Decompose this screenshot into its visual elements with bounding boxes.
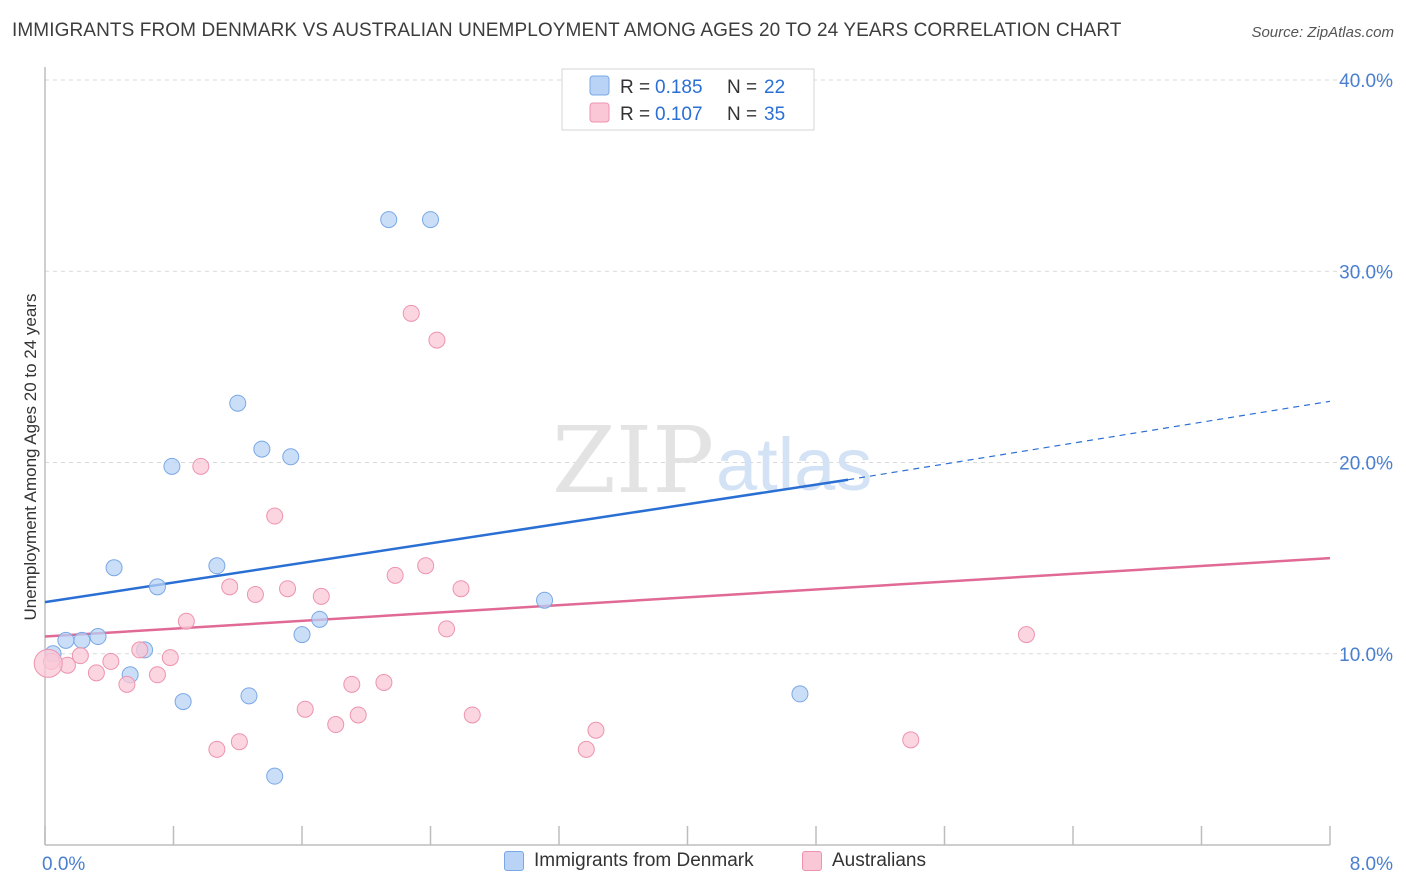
point-australians (1017, 626, 1035, 644)
legend-swatch-blue (589, 75, 610, 96)
point-australians (230, 733, 248, 751)
source-label: Source: ZipAtlas.com (1251, 24, 1394, 41)
legend-top: R = 0.185 N = 22 R = 0.107 N = 35 (561, 68, 815, 131)
point-denmark (791, 685, 809, 703)
point-australians (386, 566, 404, 584)
point-denmark (73, 631, 91, 649)
point-australians (33, 648, 63, 678)
tick-labels: 10.0% 20.0% 30.0% 40.0% 0.0% 8.0% (42, 71, 1393, 875)
point-australians (349, 706, 367, 724)
legend-item-denmark: Immigrants from Denmark (504, 850, 754, 872)
legend-item-australians: Australians (802, 850, 926, 872)
y-tick-label: 10.0% (1339, 645, 1393, 666)
point-australians (296, 700, 314, 718)
point-australians (902, 731, 920, 749)
legend-swatch-blue (504, 851, 524, 871)
point-denmark (163, 457, 181, 475)
legend-n-label: N = (727, 77, 757, 98)
point-denmark (422, 211, 439, 229)
point-australians (375, 673, 393, 691)
trend-lines (44, 400, 1331, 638)
point-denmark (282, 448, 300, 466)
axes (44, 67, 1331, 846)
watermark: ZIP atlas (552, 407, 872, 514)
point-denmark (253, 440, 271, 458)
point-denmark (266, 767, 284, 785)
point-denmark (380, 211, 398, 229)
watermark-atlas: atlas (716, 423, 872, 506)
point-denmark (293, 626, 311, 644)
data-points (33, 211, 1035, 785)
y-axis-label: Unemployment Among Ages 20 to 24 years (21, 294, 40, 621)
point-australians (177, 612, 195, 630)
point-australians (208, 740, 226, 758)
legend-n-value: 22 (764, 77, 785, 98)
point-australians (343, 675, 361, 693)
point-denmark (174, 693, 192, 711)
x-tick-label: 0.0% (42, 854, 85, 875)
point-australians (266, 507, 284, 525)
point-australians (87, 664, 105, 682)
point-denmark (229, 394, 247, 412)
legend-bottom: Immigrants from Denmark Australians (0, 850, 1406, 878)
point-australians (402, 304, 420, 322)
point-australians (417, 557, 435, 575)
point-australians (279, 580, 297, 598)
legend-r-value: 0.185 (655, 77, 703, 98)
point-australians (452, 580, 470, 598)
point-australians (148, 666, 166, 684)
point-australians (192, 457, 210, 475)
point-australians (312, 587, 330, 605)
point-australians (161, 649, 179, 667)
point-australians (438, 620, 456, 638)
point-australians (221, 578, 239, 596)
legend-swatch-pink (589, 102, 610, 123)
chart-title: IMMIGRANTS FROM DENMARK VS AUSTRALIAN UN… (12, 20, 1122, 41)
legend-r-label: R = (620, 104, 650, 125)
watermark-zip: ZIP (552, 407, 714, 514)
point-australians (463, 706, 481, 724)
point-denmark (536, 591, 554, 609)
point-australians (102, 652, 120, 670)
point-australians (118, 675, 136, 693)
point-australians (577, 740, 595, 758)
point-australians (71, 647, 89, 665)
y-tick-label: 20.0% (1339, 454, 1393, 475)
legend-n-value: 35 (764, 104, 785, 125)
y-tick-label: 30.0% (1339, 262, 1393, 283)
trend-line-denmark (44, 478, 849, 604)
y-tick-label: 40.0% (1339, 71, 1393, 92)
legend-n-label: N = (727, 104, 757, 125)
point-australians (327, 716, 345, 734)
legend-label-australians: Australians (832, 850, 926, 871)
legend-r-label: R = (620, 77, 650, 98)
point-denmark (89, 628, 107, 646)
point-denmark (105, 559, 123, 577)
legend-swatch-pink (802, 851, 822, 871)
point-denmark (208, 557, 226, 575)
point-australians (587, 721, 605, 739)
point-australians (131, 641, 149, 659)
point-denmark (311, 610, 329, 628)
point-denmark (240, 687, 258, 705)
point-denmark (148, 578, 166, 596)
point-denmark (57, 631, 75, 649)
gridlines (45, 79, 1392, 655)
trend-line-australians (44, 556, 1331, 638)
legend-r-value: 0.107 (655, 104, 703, 125)
x-tick-label: 8.0% (1350, 854, 1393, 875)
point-australians (428, 331, 446, 349)
point-australians (246, 585, 264, 603)
legend-label-denmark: Immigrants from Denmark (534, 850, 754, 871)
trend-line-denmark-extension (848, 400, 1331, 481)
